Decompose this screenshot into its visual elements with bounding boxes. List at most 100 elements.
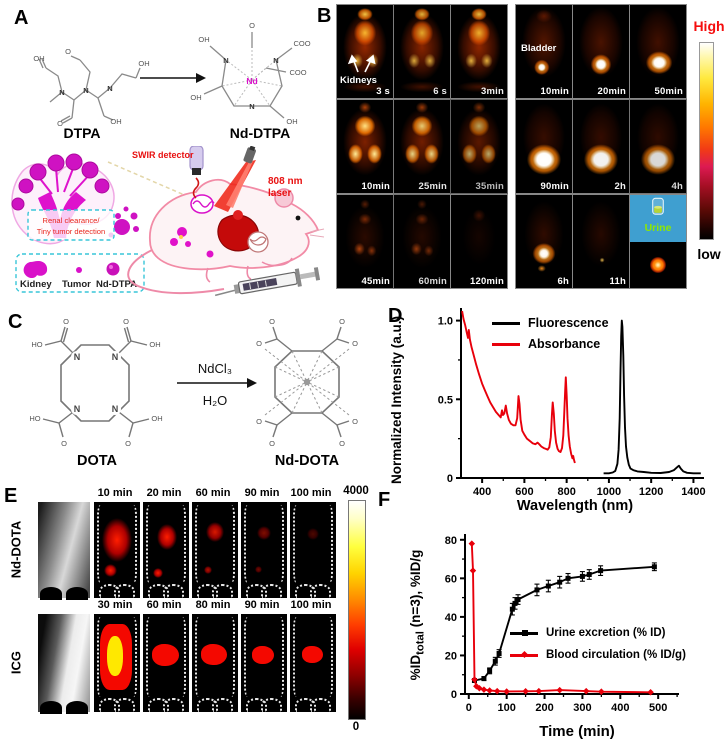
dtpa-structure (38, 55, 141, 124)
tumor-icon (76, 267, 82, 273)
svg-text:0: 0 (447, 473, 453, 485)
svg-text:Renal clearance/: Renal clearance/ (43, 216, 101, 225)
svg-text:O: O (256, 417, 262, 426)
e-row1-timepoints: 10 min 20 min 60 min 90 min 100 min (92, 487, 334, 499)
nd-dtpa-icon (106, 262, 120, 276)
timepoint-label: 10min (540, 86, 569, 97)
mouse-image-cell: 20min (572, 4, 630, 99)
svg-text:O: O (269, 317, 275, 326)
reagent-label: NdCl₃ (198, 361, 232, 376)
svg-text:O: O (352, 417, 358, 426)
mouse-kidney-organ (190, 194, 214, 214)
svg-text:0.5: 0.5 (438, 394, 453, 406)
timepoint-label: 10min (361, 181, 390, 192)
svg-text:N: N (74, 404, 81, 414)
solvent-label: H₂O (203, 393, 228, 408)
fluorescence-cell (192, 614, 238, 712)
absorbance-swatch (492, 342, 520, 346)
mouse-image-cell: 2h (572, 99, 630, 194)
svg-text:20: 20 (445, 650, 457, 662)
svg-text:N: N (112, 352, 119, 362)
icg-row-label: ICG (8, 650, 24, 675)
fluorescence-cell (241, 502, 287, 598)
f-x-axis-label: Time (min) (539, 723, 615, 740)
panel-a-label: A (14, 7, 29, 29)
renal-clearance-box: Renal clearance/ Tiny tumor detection (27, 209, 115, 241)
mouse-image-cell: Bladder 10min (515, 4, 573, 99)
svg-text:600: 600 (515, 486, 533, 498)
spectra-chart: 400 600 800 1000 1200 1400 0 0.5 1.0 Normalized … (380, 300, 727, 525)
timepoint-label: 3 s (376, 86, 390, 97)
svg-text:400: 400 (611, 702, 629, 714)
nd-dota-row-label: Nd-DOTA (8, 520, 24, 579)
svg-text:OH: OH (149, 340, 160, 349)
svg-text:Tiny tumor detection: Tiny tumor detection (37, 227, 106, 236)
mouse-image-cell: 60min (393, 194, 451, 289)
schematic-legend-box: Kidney Tumor Nd-DTPA (15, 253, 145, 293)
timepoint-header: 60 min (146, 599, 182, 611)
laser-label: 808 nm laser (268, 176, 303, 199)
timepoint-label: 35min (475, 181, 504, 192)
nd-dtpa-name: Nd-DTPA (230, 125, 290, 141)
kidney-icon (23, 261, 48, 279)
fluorescence-cell (94, 614, 140, 712)
panel-e-label: E (4, 485, 18, 507)
svg-text:0: 0 (451, 689, 457, 701)
timepoint-label: 50min (654, 86, 683, 97)
svg-text:1000: 1000 (597, 486, 621, 498)
svg-text:60: 60 (445, 573, 457, 585)
svg-text:N: N (223, 56, 228, 65)
svg-text:O: O (352, 339, 358, 348)
timepoint-label: 120min (470, 276, 504, 287)
svg-text:N: N (107, 84, 112, 93)
fluorescence-cell (290, 502, 336, 598)
svg-text:O: O (256, 339, 262, 348)
fluorescence-cell (290, 614, 336, 712)
timepoint-label: 20min (597, 86, 626, 97)
mouse-ear (274, 188, 294, 208)
svg-text:N: N (249, 102, 254, 111)
e-row2-timepoints: 30 min 60 min 80 min 90 min 100 min (92, 599, 334, 611)
syringe-icon (214, 267, 321, 297)
mouse-image-cell: 50min (629, 4, 687, 99)
timepoint-header: 30 min (97, 599, 133, 611)
colorbar-low-label: low (697, 246, 721, 262)
detection-guide-line (107, 161, 197, 201)
fluorescence-cell (192, 502, 238, 598)
svg-text:N: N (112, 404, 119, 414)
mouse-image-cell: 11h (572, 194, 630, 289)
timepoint-header: 10 min (97, 487, 133, 499)
dtpa-atom-labels: OH O OH O OH N N N (33, 47, 149, 128)
signal-wave (192, 177, 200, 199)
nd-dota-name: Nd-DOTA (275, 453, 340, 469)
svg-text:O: O (249, 21, 255, 30)
dtpa-reaction-scheme: OH O OH O OH N N N Nd (33, 21, 310, 141)
urine-photo: Urine (630, 195, 686, 242)
panel-c-label: C (8, 311, 23, 333)
urine-fluorescence-image (630, 241, 686, 288)
fluorescence-cell (143, 614, 189, 712)
kidneys-arrows-icon (348, 54, 376, 73)
timepoint-label: 25min (418, 181, 447, 192)
colorbar-high-label: High (693, 18, 725, 34)
svg-text:300: 300 (573, 702, 591, 714)
pharmacokinetics-chart: 0 100 200 300 400 500 0 20 40 60 80 %IDtotal (n=3)… (392, 515, 727, 748)
svg-text:200: 200 (535, 702, 553, 714)
dota-name: DOTA (77, 453, 118, 469)
e-scale-min: 0 (352, 721, 360, 733)
d-legend: Fluorescence Absorbance (492, 316, 609, 351)
fluorescence-cell (143, 502, 189, 598)
mouse-bladder-organ (206, 250, 214, 258)
mouse-photo (38, 614, 90, 714)
beaker-icon (652, 197, 664, 215)
mouse-eye (295, 215, 301, 221)
legend-item-urine: Urine excretion (% ID) (510, 627, 686, 639)
svg-text:O: O (269, 439, 275, 448)
svg-text:O: O (61, 439, 67, 448)
timepoint-label: 45min (361, 276, 390, 287)
fluorescence-cell (94, 502, 140, 598)
dota-reaction-scheme: N N N N HO OH HO OH O O O O NdCl₃ H₂O (29, 317, 358, 469)
urine-label: Urine (644, 222, 672, 234)
panel-b-left-group: Kidneys 3 s 6 s 3min 10min 25min 35min 4… (336, 4, 508, 289)
